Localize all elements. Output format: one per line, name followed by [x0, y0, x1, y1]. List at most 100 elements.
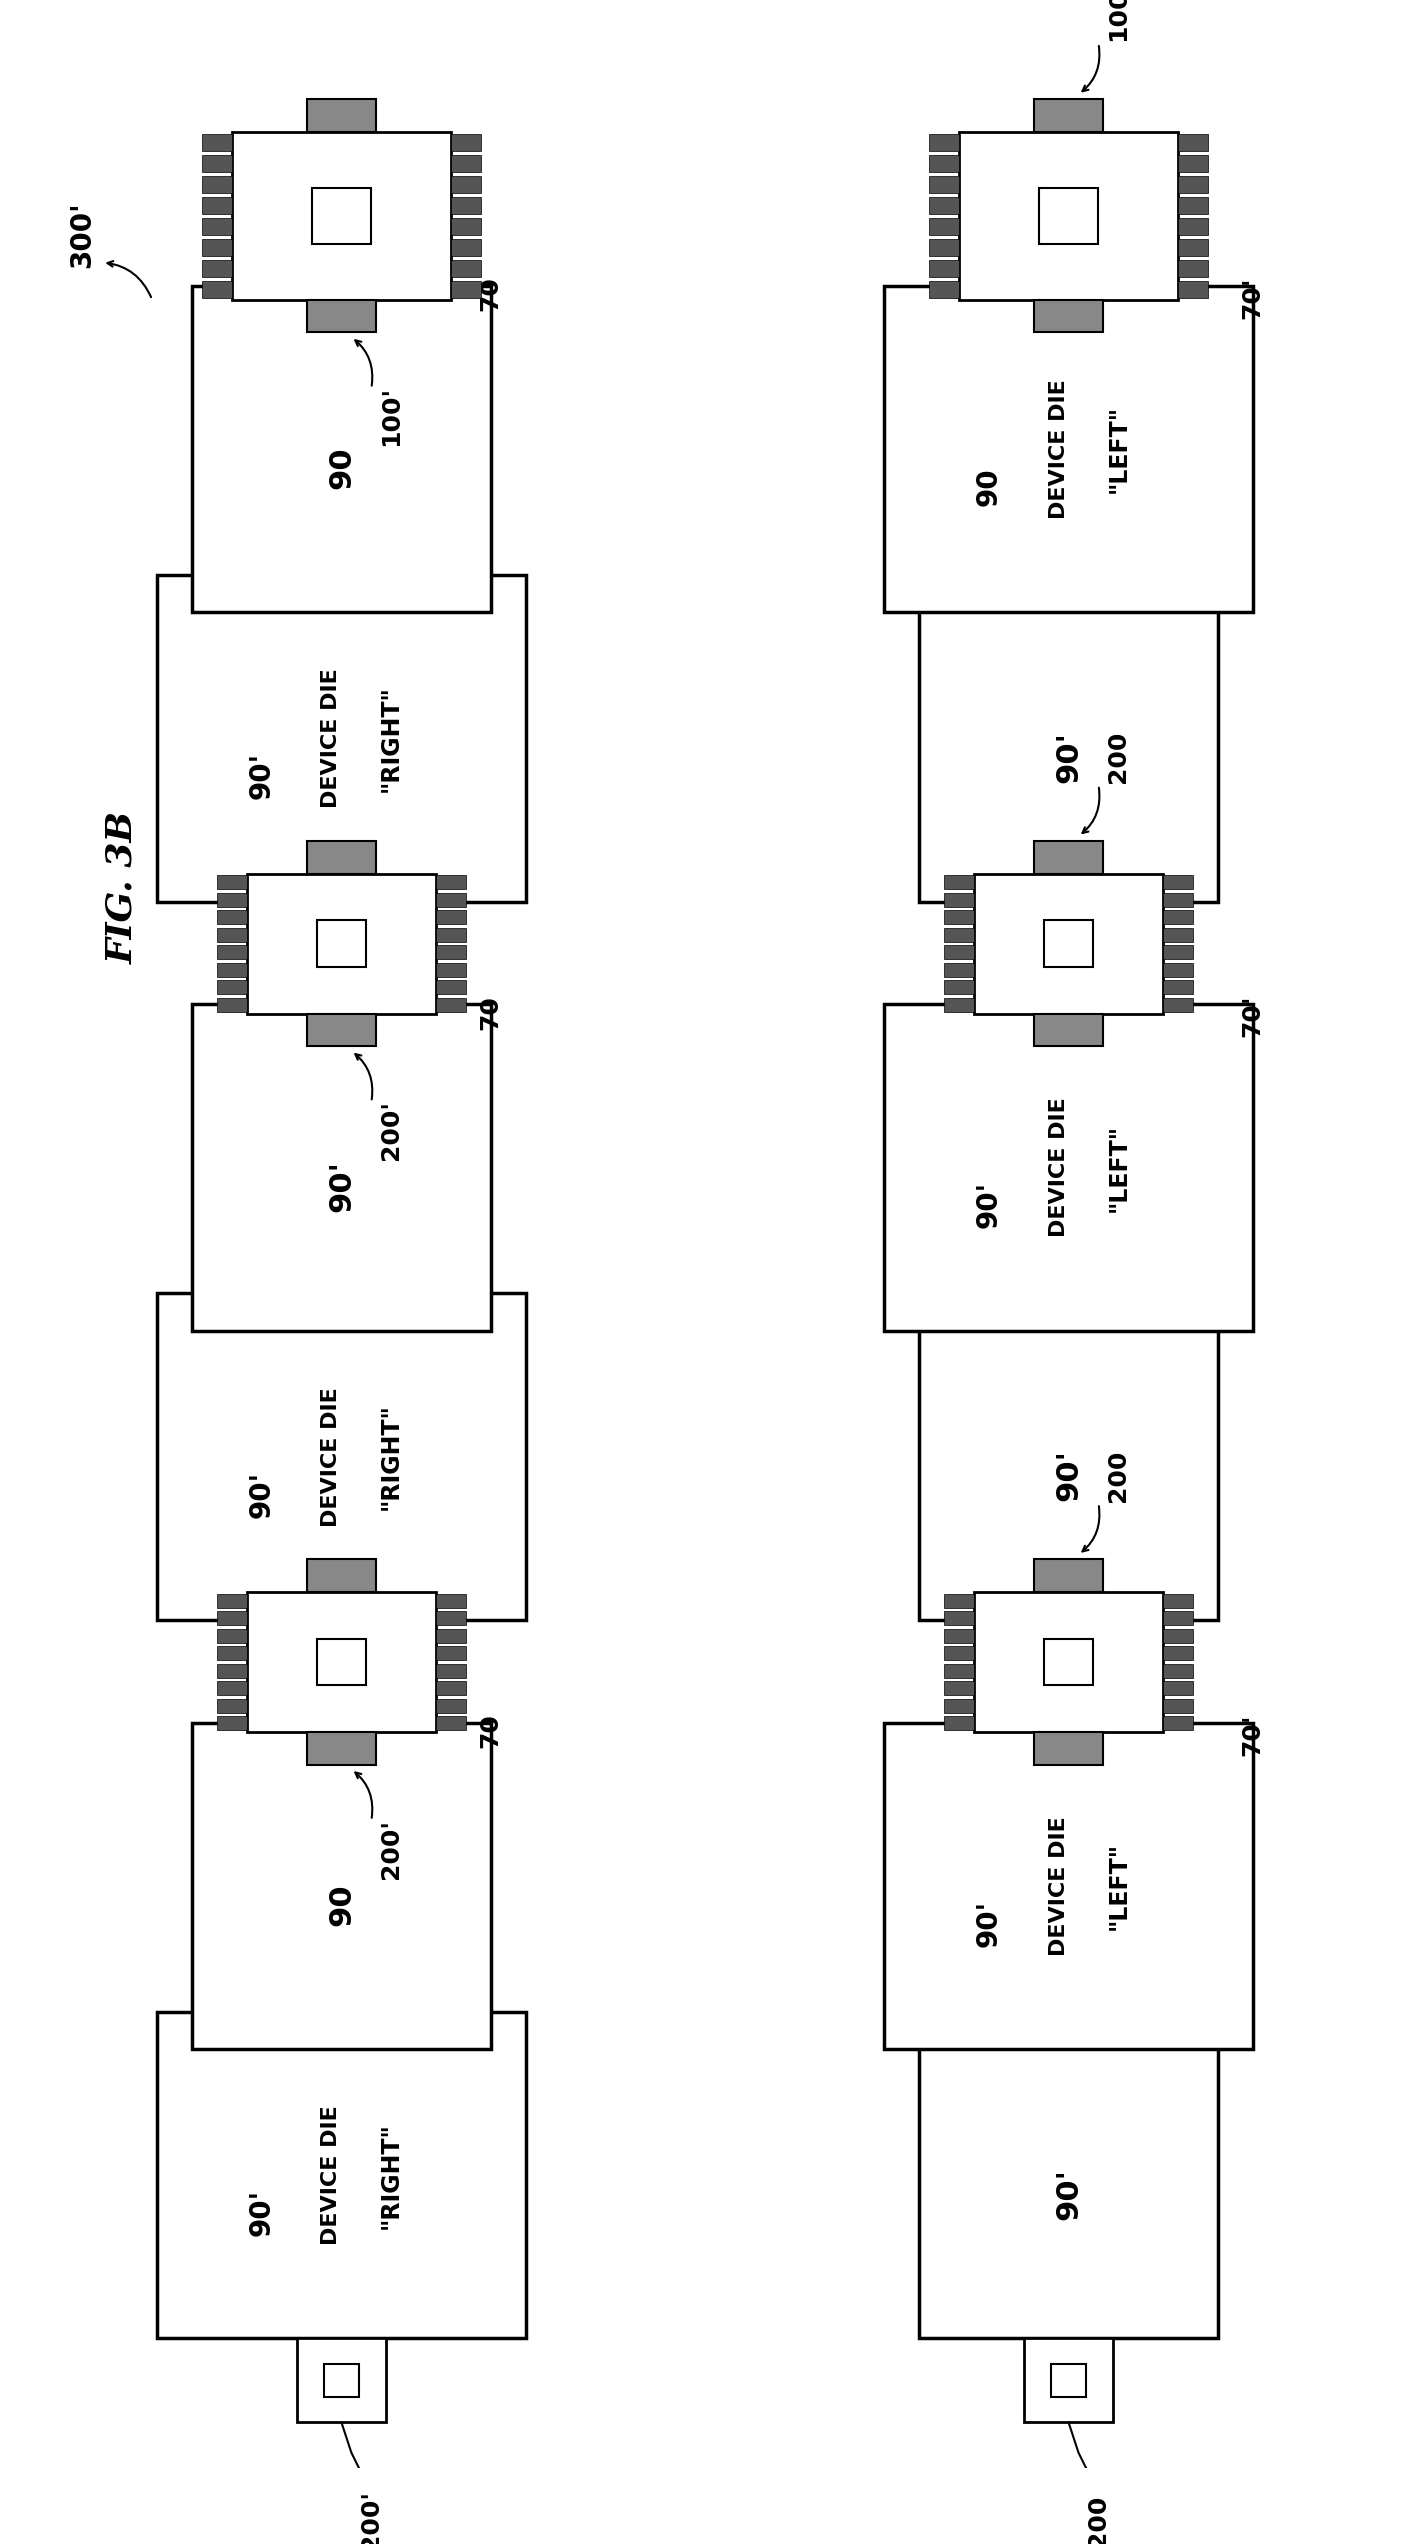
Text: 70': 70' [1241, 995, 1265, 1038]
Bar [201, 280, 232, 298]
Bar [192, 1722, 490, 2048]
Text: "RIGHT": "RIGHT" [379, 1404, 403, 1511]
Text: 100': 100' [379, 387, 403, 445]
Text: 90': 90' [248, 1470, 276, 1519]
Bar [307, 1732, 376, 1766]
Bar [451, 259, 480, 277]
Bar [435, 1646, 466, 1661]
Bar [201, 196, 232, 214]
Bar [217, 1664, 247, 1676]
Bar [944, 979, 974, 995]
Bar [217, 1628, 247, 1643]
Bar [1164, 929, 1193, 941]
Bar [435, 911, 466, 923]
Bar [435, 1664, 466, 1676]
Bar [974, 1593, 1164, 1732]
Bar [435, 997, 466, 1013]
Bar [929, 259, 960, 277]
Bar [1164, 1646, 1193, 1661]
Bar [435, 962, 466, 977]
Bar [217, 893, 247, 906]
Bar [1164, 979, 1193, 995]
Bar [311, 188, 372, 244]
Bar [317, 1638, 366, 1684]
Bar [944, 1682, 974, 1694]
Bar [217, 1682, 247, 1694]
Bar [307, 842, 376, 873]
Text: 90: 90 [327, 1883, 356, 1926]
Bar [201, 155, 232, 173]
Bar [1164, 1682, 1193, 1694]
Text: 70: 70 [479, 1712, 503, 1748]
Text: 90': 90' [327, 1160, 356, 1211]
Bar [944, 1595, 974, 1608]
Bar [217, 1717, 247, 1730]
Text: 90: 90 [327, 445, 356, 488]
Bar [451, 239, 480, 257]
Text: 70': 70' [1241, 277, 1265, 318]
Bar [217, 1595, 247, 1608]
Bar [944, 1699, 974, 1712]
Bar [247, 873, 435, 1013]
Bar [960, 132, 1178, 300]
Bar [435, 1610, 466, 1626]
Bar [192, 285, 490, 613]
Bar [217, 997, 247, 1013]
Text: 70: 70 [479, 277, 503, 310]
Text: "LEFT": "LEFT" [1106, 1842, 1130, 1931]
Bar [435, 979, 466, 995]
Bar [435, 1699, 466, 1712]
Bar [929, 196, 960, 214]
Bar [929, 239, 960, 257]
Bar [307, 1559, 376, 1593]
Bar [201, 239, 232, 257]
Text: 300': 300' [69, 201, 96, 267]
Bar [1178, 135, 1208, 150]
Bar [217, 1610, 247, 1626]
Bar [929, 280, 960, 298]
Bar [451, 155, 480, 173]
Bar [1164, 962, 1193, 977]
Bar [297, 2338, 386, 2422]
Bar [929, 219, 960, 234]
Bar [217, 1699, 247, 1712]
Bar [929, 176, 960, 193]
Bar [1164, 875, 1193, 890]
Text: FIG. 3B: FIG. 3B [106, 812, 139, 964]
Bar [158, 2012, 526, 2338]
Bar [158, 575, 526, 901]
Bar [944, 962, 974, 977]
Bar [919, 1292, 1217, 1621]
Bar [201, 259, 232, 277]
Bar [1034, 842, 1103, 873]
Bar [1034, 1732, 1103, 1766]
Text: 70: 70 [479, 995, 503, 1030]
Bar [324, 2363, 359, 2396]
Bar [1164, 1664, 1193, 1676]
Bar [435, 946, 466, 959]
Bar [1164, 1595, 1193, 1608]
Text: 200: 200 [1106, 730, 1130, 784]
Text: DEVICE DIE: DEVICE DIE [321, 669, 341, 809]
Bar [944, 875, 974, 890]
Bar [1034, 1013, 1103, 1046]
Bar [944, 893, 974, 906]
Bar [1164, 946, 1193, 959]
Bar [1034, 99, 1103, 132]
Bar [1038, 188, 1099, 244]
Text: 200': 200' [379, 1819, 403, 1877]
Bar [1024, 2338, 1113, 2422]
Text: 200': 200' [359, 2491, 383, 2544]
Bar [435, 929, 466, 941]
Bar [307, 300, 376, 333]
Bar [944, 1664, 974, 1676]
Bar [1178, 219, 1208, 234]
Bar [974, 873, 1164, 1013]
Bar [1164, 893, 1193, 906]
Bar [451, 176, 480, 193]
Bar [451, 135, 480, 150]
Bar [1164, 997, 1193, 1013]
Bar [1164, 1717, 1193, 1730]
Text: DEVICE DIE: DEVICE DIE [321, 1386, 341, 1526]
Bar [1034, 300, 1103, 333]
